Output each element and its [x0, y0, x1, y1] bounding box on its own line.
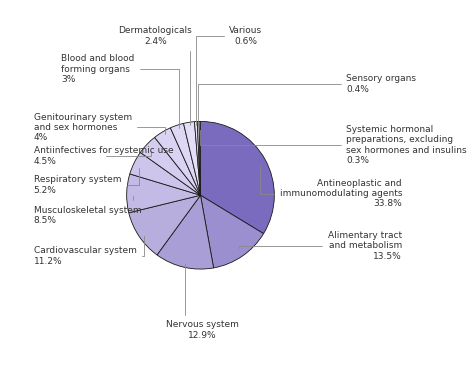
Wedge shape	[170, 123, 201, 195]
Wedge shape	[199, 122, 201, 195]
Wedge shape	[140, 137, 201, 195]
Text: Alimentary tract
and metabolism
13.5%: Alimentary tract and metabolism 13.5%	[239, 231, 402, 261]
Wedge shape	[127, 174, 201, 213]
Wedge shape	[130, 152, 201, 195]
Text: Various
0.6%: Various 0.6%	[196, 26, 262, 125]
Wedge shape	[197, 122, 201, 195]
Wedge shape	[183, 122, 201, 195]
Text: Nervous system
12.9%: Nervous system 12.9%	[166, 264, 238, 340]
Text: Dermatologicals
2.4%: Dermatologicals 2.4%	[118, 26, 192, 126]
Text: Blood and blood
forming organs
3%: Blood and blood forming organs 3%	[62, 54, 179, 128]
Text: Systemic hormonal
preparations, excluding
sex hormones and insulins
0.3%: Systemic hormonal preparations, excludin…	[200, 125, 467, 165]
Wedge shape	[201, 122, 274, 234]
Text: Musculoskeletal system
8.5%: Musculoskeletal system 8.5%	[34, 196, 141, 225]
Wedge shape	[157, 195, 214, 269]
Text: Antiinfectives for systemic use
4.5%: Antiinfectives for systemic use 4.5%	[34, 146, 173, 166]
Text: Genitourinary system
and sex hormones
4%: Genitourinary system and sex hormones 4%	[34, 113, 165, 142]
Wedge shape	[155, 128, 201, 195]
Wedge shape	[201, 195, 264, 268]
Text: Respiratory system
5.2%: Respiratory system 5.2%	[34, 168, 139, 194]
Text: Cardiovascular system
11.2%: Cardiovascular system 11.2%	[34, 236, 144, 266]
Wedge shape	[194, 122, 201, 195]
Wedge shape	[129, 195, 201, 255]
Text: Sensory organs
0.4%: Sensory organs 0.4%	[198, 74, 417, 124]
Text: Antineoplastic and
immunomodulating agents
33.8%: Antineoplastic and immunomodulating agen…	[260, 165, 402, 208]
